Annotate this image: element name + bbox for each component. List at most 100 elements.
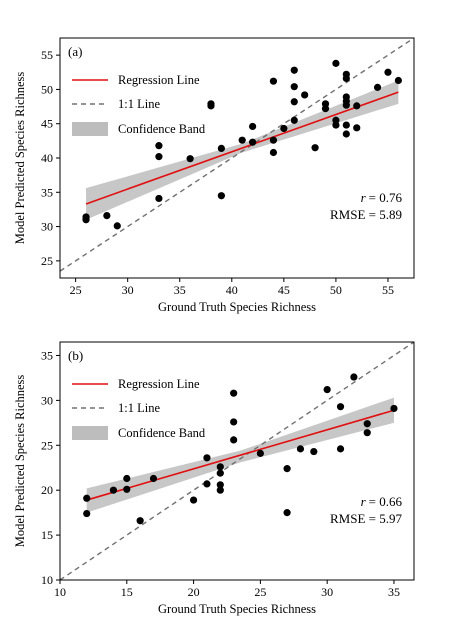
rmse-stat: RMSE = 5.97 bbox=[330, 511, 402, 526]
scatter-panel-b: 10 15 20 25 30 35 10 15 20 25 30 35 (b) Regression … bbox=[13, 341, 415, 616]
identity-line bbox=[60, 342, 414, 580]
x-tick-label: 20 bbox=[188, 585, 200, 599]
data-point bbox=[336, 403, 345, 411]
data-point bbox=[216, 469, 224, 477]
data-point bbox=[249, 122, 257, 131]
data-point bbox=[230, 418, 238, 426]
data-point bbox=[230, 389, 238, 397]
y-axis-label: Model Predicted Species Richness bbox=[13, 375, 27, 548]
legend-band-label: Confidence Band bbox=[118, 122, 206, 136]
r-symbol: r bbox=[361, 494, 367, 509]
data-point bbox=[249, 138, 257, 146]
data-point bbox=[390, 404, 398, 413]
data-point bbox=[336, 445, 345, 453]
data-point bbox=[269, 136, 278, 144]
correlation-stat: r = 0.66 bbox=[361, 494, 403, 509]
data-point bbox=[283, 509, 291, 517]
data-point bbox=[323, 386, 331, 394]
data-point bbox=[83, 494, 91, 502]
legend: Regression Line 1:1 Line Confidence Band bbox=[72, 73, 206, 136]
data-point bbox=[269, 148, 278, 157]
y-tick-label: 35 bbox=[41, 185, 53, 199]
y-tick-label: 30 bbox=[41, 220, 53, 234]
data-point bbox=[155, 142, 163, 150]
x-tick-label: 45 bbox=[278, 283, 290, 297]
data-point bbox=[217, 192, 225, 200]
data-point bbox=[123, 485, 131, 493]
data-point bbox=[280, 124, 288, 133]
data-point bbox=[332, 121, 340, 129]
legend-identity-label: 1:1 Line bbox=[118, 97, 160, 111]
data-point bbox=[82, 216, 90, 224]
x-tick-label: 30 bbox=[321, 585, 333, 599]
r-value: = 0.66 bbox=[369, 494, 403, 509]
y-tick-label: 10 bbox=[41, 573, 53, 587]
regression-line bbox=[86, 409, 395, 501]
data-point bbox=[216, 481, 224, 489]
data-point bbox=[342, 101, 350, 109]
y-tick-label: 15 bbox=[41, 528, 53, 542]
data-point bbox=[103, 212, 111, 220]
data-point bbox=[149, 474, 158, 483]
data-point bbox=[216, 486, 224, 494]
x-tick-label: 15 bbox=[121, 585, 133, 599]
data-point bbox=[256, 449, 264, 457]
data-point bbox=[373, 83, 382, 91]
data-point bbox=[290, 116, 298, 124]
data-point bbox=[123, 474, 131, 483]
x-tick-label: 10 bbox=[54, 585, 66, 599]
y-tick-label: 30 bbox=[41, 393, 53, 407]
legend-band-swatch bbox=[72, 426, 108, 440]
data-point bbox=[353, 102, 361, 110]
data-point bbox=[342, 74, 350, 83]
y-tick-label: 25 bbox=[41, 438, 53, 452]
data-point bbox=[203, 454, 211, 462]
y-tick-label: 50 bbox=[41, 82, 53, 96]
scatter-panel-a: 25 30 35 40 45 50 55 25 30 35 40 45 50 55 (a) Regress… bbox=[13, 37, 415, 314]
y-tick-label: 55 bbox=[41, 48, 53, 62]
confidence-band bbox=[86, 80, 399, 220]
data-point bbox=[311, 144, 319, 152]
x-axis-label: Ground Truth Species Richness bbox=[158, 602, 316, 616]
data-point bbox=[109, 486, 118, 494]
data-point bbox=[189, 496, 198, 504]
data-point bbox=[394, 76, 402, 85]
legend-regression-label: Regression Line bbox=[118, 377, 200, 391]
x-tick-label: 35 bbox=[388, 585, 400, 599]
y-tick-label: 35 bbox=[41, 348, 53, 362]
data-point bbox=[332, 59, 340, 67]
y-tick-label: 40 bbox=[41, 151, 53, 165]
y-tick-label: 20 bbox=[41, 483, 53, 497]
data-point bbox=[384, 68, 392, 76]
legend: Regression Line 1:1 Line Confidence Band bbox=[72, 377, 206, 440]
correlation-stat: r = 0.76 bbox=[361, 190, 403, 205]
y-tick-label: 45 bbox=[41, 117, 53, 131]
data-point bbox=[353, 124, 361, 132]
legend-band-swatch bbox=[72, 122, 108, 136]
data-point bbox=[363, 429, 371, 437]
data-point bbox=[350, 373, 358, 381]
data-point bbox=[238, 136, 246, 144]
data-point bbox=[283, 465, 291, 473]
data-point bbox=[290, 83, 298, 91]
data-point bbox=[203, 480, 211, 488]
data-point bbox=[310, 447, 318, 456]
regression-line bbox=[85, 91, 399, 205]
data-point bbox=[290, 66, 298, 74]
data-point bbox=[155, 194, 163, 203]
data-point bbox=[113, 222, 121, 230]
x-tick-label: 40 bbox=[226, 283, 238, 297]
data-point bbox=[342, 121, 350, 129]
r-symbol: r bbox=[361, 190, 367, 205]
data-point bbox=[342, 130, 350, 138]
legend-regression-label: Regression Line bbox=[118, 73, 200, 87]
data-point bbox=[155, 153, 163, 161]
data-point bbox=[217, 144, 225, 152]
data-point bbox=[363, 420, 371, 428]
data-point bbox=[207, 102, 215, 110]
legend-identity-label: 1:1 Line bbox=[118, 401, 160, 415]
data-point bbox=[321, 105, 330, 113]
data-point bbox=[230, 436, 238, 444]
x-axis-label: Ground Truth Species Richness bbox=[158, 300, 316, 314]
legend-band-label: Confidence Band bbox=[118, 426, 206, 440]
